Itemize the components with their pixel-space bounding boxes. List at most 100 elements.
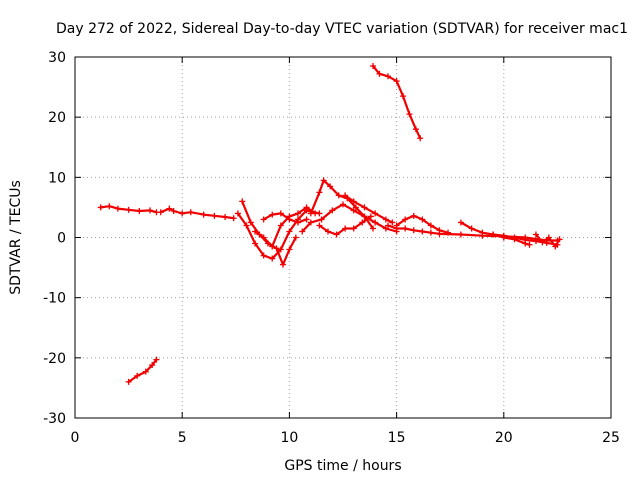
data-point-marker: [260, 234, 267, 241]
data-point-marker: [239, 198, 246, 205]
data-point-marker: [294, 219, 301, 226]
series-arc-12: [370, 63, 424, 142]
data-point-marker: [303, 216, 310, 223]
y-tick-label: -30: [43, 411, 66, 427]
data-point-marker: [427, 222, 434, 229]
x-tick-label: 15: [388, 430, 406, 446]
data-point-marker: [277, 222, 284, 229]
data-point-marker: [299, 228, 306, 235]
data-point-marker: [327, 183, 334, 190]
data-point-marker: [412, 126, 419, 133]
series-arc-10: [316, 213, 374, 238]
data-point-marker: [307, 210, 314, 217]
data-point-marker: [277, 246, 284, 253]
data-point-marker: [252, 240, 259, 247]
data-point-marker: [147, 207, 154, 214]
data-point-marker: [436, 227, 443, 234]
data-point-marker: [526, 241, 533, 248]
data-point-marker: [539, 239, 546, 246]
data-point-marker: [179, 210, 186, 217]
data-point-marker: [318, 216, 325, 223]
data-point-marker: [410, 212, 417, 219]
data-point-marker: [136, 208, 143, 215]
data-point-marker: [342, 192, 349, 199]
data-point-marker: [106, 203, 113, 210]
data-point-marker: [134, 372, 141, 379]
series-line: [301, 203, 398, 233]
series-arc-7: [260, 210, 310, 226]
series-arc-14: [393, 212, 452, 236]
data-point-marker: [247, 219, 254, 226]
series-line: [236, 209, 321, 260]
data-point-marker: [286, 216, 293, 223]
data-point-marker: [292, 234, 299, 241]
data-point-marker: [370, 225, 377, 232]
x-tick-label: 20: [495, 430, 513, 446]
data-point-marker: [490, 231, 497, 238]
data-point-marker: [552, 243, 559, 250]
data-point-marker: [352, 204, 359, 211]
data-point-marker: [522, 236, 529, 243]
data-point-marker: [269, 211, 276, 218]
data-point-marker: [286, 228, 293, 235]
data-point-marker: [340, 201, 346, 208]
series-arc-9: [307, 177, 377, 232]
data-point-marker: [320, 177, 327, 184]
data-point-marker: [468, 225, 475, 232]
data-point-marker: [142, 368, 149, 375]
x-tick-label: 10: [280, 430, 298, 446]
data-point-marker: [393, 78, 400, 85]
data-point-marker: [170, 208, 177, 215]
data-point-marker: [333, 231, 340, 238]
data-point-marker: [350, 198, 357, 205]
data-point-marker: [417, 135, 424, 142]
data-point-marker: [260, 216, 267, 223]
data-point-marker: [230, 215, 237, 222]
data-point-marker: [393, 222, 400, 229]
data-point-marker: [556, 236, 563, 243]
data-point-marker: [532, 231, 539, 238]
data-point-marker: [367, 213, 374, 220]
data-point-marker: [359, 219, 366, 226]
data-point-marker: [294, 210, 301, 217]
data-point-marker: [410, 227, 417, 234]
x-tick-label: 0: [71, 430, 80, 446]
data-point-marker: [382, 216, 389, 223]
data-point-marker: [260, 252, 267, 259]
data-point-marker: [457, 231, 464, 238]
data-point-marker: [97, 204, 104, 211]
data-point-marker: [419, 228, 426, 235]
data-point-marker: [372, 210, 379, 217]
data-point-marker: [445, 229, 452, 236]
data-point-marker: [361, 204, 368, 211]
data-point-marker: [114, 205, 121, 212]
data-point-marker: [479, 229, 486, 236]
data-point-marker: [372, 219, 379, 226]
y-tick-label: -10: [43, 291, 66, 307]
data-point-marker: [457, 219, 464, 226]
data-point-marker: [511, 234, 518, 241]
y-tick-label: 30: [48, 50, 66, 66]
data-point-marker: [376, 70, 383, 77]
data-point-marker: [361, 213, 368, 220]
data-point-marker: [153, 356, 160, 363]
y-tick-label: 0: [57, 231, 66, 247]
y-tick-label: -20: [43, 351, 66, 367]
data-point-marker: [400, 93, 407, 100]
data-point-marker: [427, 229, 434, 236]
series-arc-6: [252, 204, 319, 250]
data-point-marker: [389, 219, 396, 226]
data-point-marker: [277, 210, 284, 217]
data-point-marker: [211, 212, 218, 219]
data-point-marker: [303, 204, 310, 211]
series-arc-17: [532, 231, 563, 250]
x-tick-label: 5: [178, 430, 187, 446]
data-point-marker: [200, 211, 207, 218]
series-arc-1: [97, 203, 160, 216]
data-point-marker: [500, 232, 507, 239]
data-point-marker: [307, 219, 314, 226]
data-point-marker: [166, 205, 173, 212]
data-series: [97, 63, 563, 385]
y-tick-label: 20: [48, 110, 66, 126]
